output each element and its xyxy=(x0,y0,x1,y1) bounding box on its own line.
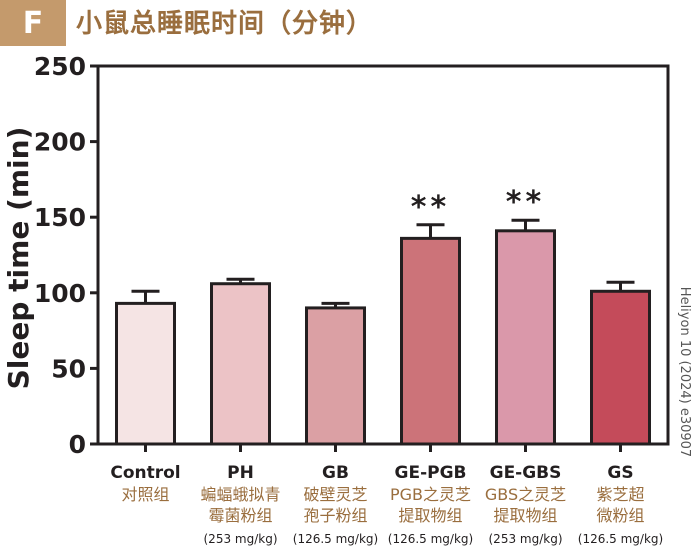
panel-label-badge: F xyxy=(0,0,66,46)
group-description-gb-2: 孢子粉组 xyxy=(303,506,367,525)
y-axis-label: Sleep time (min) xyxy=(2,127,35,390)
x-tick-label-gb: GB xyxy=(322,463,349,483)
dose-label-ge-gbs: (253 mg/kg) xyxy=(489,532,563,546)
group-description-ge-pgb-1: PGB之灵芝 xyxy=(390,485,471,504)
y-tick-label-0: 0 xyxy=(69,430,86,459)
group-description-gs-1: 紫芝超 xyxy=(596,485,644,504)
bar-gs xyxy=(590,289,651,446)
group-description-gs-2: 微粉组 xyxy=(596,506,644,525)
dose-label-ge-pgb: (126.5 mg/kg) xyxy=(388,532,473,546)
x-tick-label-ph: PH xyxy=(227,463,254,483)
bar-ge-gbs xyxy=(495,229,556,446)
group-description-ph-2: 霉菌粉组 xyxy=(208,506,272,525)
bar-ph xyxy=(210,282,271,446)
group-description-ge-gbs-1: GBS之灵芝 xyxy=(485,485,566,504)
group-description-gb-1: 破壁灵芝 xyxy=(303,485,367,504)
plot-frame xyxy=(96,64,670,446)
dose-label-ph: (253 mg/kg) xyxy=(204,532,278,546)
y-tick-label-50: 50 xyxy=(51,354,86,383)
x-tick-label-ge-pgb: GE-PGB xyxy=(395,463,467,483)
bar-gb xyxy=(305,306,366,446)
chart-title: 小鼠总睡眠时间（分钟） xyxy=(76,9,374,39)
x-tick-label-gs: GS xyxy=(607,463,633,483)
y-tick-label-100: 100 xyxy=(34,279,86,308)
group-description-ge-gbs-2: 提取物组 xyxy=(493,506,557,525)
y-tick-label-200: 200 xyxy=(34,128,86,157)
x-tick-label-control: Control xyxy=(110,463,180,483)
citation-note: Heliyon 10 (2024) e30907 xyxy=(677,287,692,457)
dose-label-gb: (126.5 mg/kg) xyxy=(293,532,378,546)
group-description-ph-1: 蝙蝠蛾拟青 xyxy=(200,485,280,504)
y-tick-label-150: 150 xyxy=(34,203,86,232)
significance-marker-ge-pgb: ** xyxy=(411,190,450,225)
bar-control xyxy=(115,301,176,446)
chart-axes: 0 50 100 150 200 250 xyxy=(34,52,670,459)
group-description-ge-pgb-2: 提取物组 xyxy=(398,506,462,525)
y-tick-label-250: 250 xyxy=(34,52,86,81)
bar-ge-pgb xyxy=(400,236,461,446)
dose-label-gs: (126.5 mg/kg) xyxy=(578,532,663,546)
x-tick-label-ge-gbs: GE-GBS xyxy=(490,463,562,483)
significance-marker-ge-gbs: ** xyxy=(506,185,545,220)
chart-bars: ** ** xyxy=(115,185,651,446)
group-description-control-1: 对照组 xyxy=(121,485,169,504)
